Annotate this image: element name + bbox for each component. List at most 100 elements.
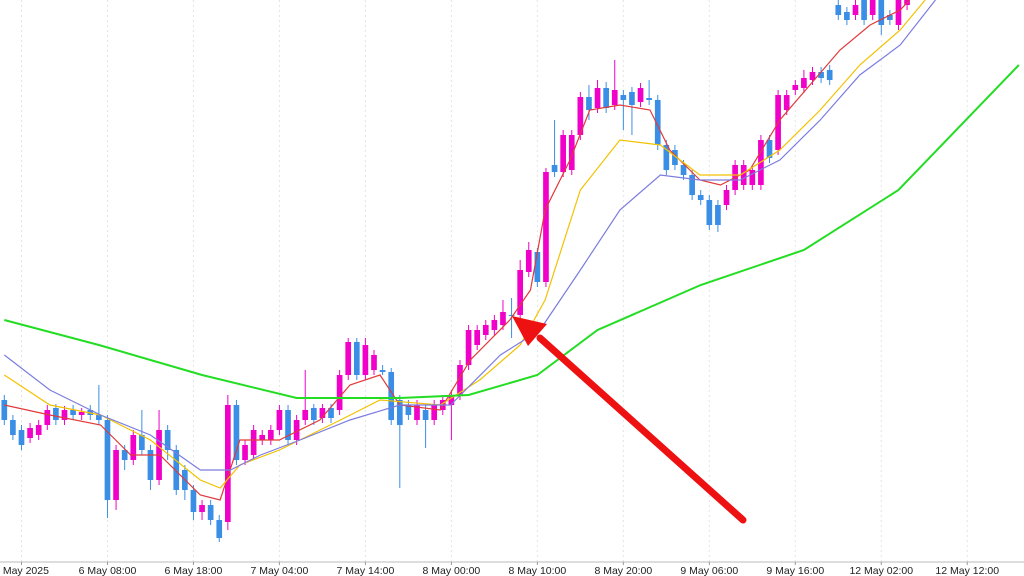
candle-body — [431, 405, 438, 420]
candle-body — [147, 450, 154, 480]
plot-area — [1, 0, 1020, 542]
candle-body — [878, 0, 885, 25]
candle-body — [302, 410, 309, 420]
candle-body — [216, 520, 223, 538]
candle-body — [534, 252, 541, 282]
candle-body — [319, 408, 326, 418]
candle-body — [560, 135, 566, 172]
candle-body — [422, 410, 429, 420]
x-tick-label: 6 May 18:00 — [165, 565, 223, 576]
candle-body — [663, 145, 670, 170]
candle-body — [259, 435, 266, 440]
candle-body — [766, 140, 773, 158]
candle-body — [525, 250, 532, 272]
candle-body — [96, 415, 102, 420]
candle-body — [689, 175, 695, 195]
x-axis: 5 May 2025 6 May 08:00 6 May 18:00 7 May 04… — [0, 562, 999, 576]
candle-body — [723, 190, 730, 205]
candle-body — [207, 505, 214, 520]
candle-body — [448, 395, 455, 405]
candle-body — [293, 420, 300, 440]
candle-body — [697, 195, 704, 200]
candle-body — [586, 97, 592, 110]
arrow-head — [512, 316, 547, 346]
candle-body — [336, 375, 343, 410]
candle-body — [113, 450, 119, 500]
candle-body — [852, 5, 859, 15]
x-tick-label: 8 May 10:00 — [508, 565, 566, 576]
candle-body — [869, 0, 876, 15]
x-tick-label: 5 May 2025 — [0, 565, 49, 576]
candle-body — [173, 450, 180, 490]
candle-body — [895, 0, 902, 25]
candle-body — [53, 408, 59, 420]
candle-body — [577, 97, 584, 135]
candle-body — [646, 98, 652, 100]
candle-body — [371, 355, 377, 370]
candle-body — [620, 95, 627, 100]
candle-body — [517, 270, 524, 315]
candle-body — [242, 445, 248, 460]
candle-body — [225, 405, 231, 522]
candle-body — [18, 430, 25, 445]
candle-body — [629, 92, 635, 105]
candle-body — [10, 420, 16, 435]
moving-average-line — [4, 0, 911, 501]
x-tick-label: 7 May 04:00 — [251, 565, 309, 576]
candle-body — [680, 165, 687, 175]
candle-body — [121, 450, 128, 460]
candle-body — [465, 330, 472, 365]
candle-body — [70, 410, 76, 415]
candle-body — [35, 425, 42, 435]
x-tick-label: 8 May 20:00 — [594, 565, 652, 576]
candle-body — [328, 408, 334, 418]
candle-body — [353, 342, 360, 375]
candle-body — [706, 200, 713, 225]
candle-body — [44, 410, 51, 425]
candle-body — [740, 165, 747, 185]
candle-body — [78, 412, 85, 415]
candle-body — [491, 320, 498, 330]
candle-body — [27, 428, 33, 438]
candle-body — [345, 342, 352, 375]
x-tick-label: 12 May 02:00 — [849, 565, 913, 576]
moving-average-line — [3, 0, 926, 489]
x-tick-label: 9 May 16:00 — [766, 565, 824, 576]
candle-body — [276, 410, 283, 430]
candle-body — [414, 405, 420, 420]
candle-body — [379, 370, 386, 372]
candle-body — [887, 15, 893, 20]
candle-body — [457, 365, 463, 395]
candle-body — [405, 405, 412, 415]
candle-body — [61, 410, 68, 420]
candle-body — [603, 88, 609, 108]
candle-body — [715, 205, 721, 225]
candle-body — [500, 312, 506, 325]
candle-body — [801, 78, 807, 88]
candle-body — [672, 150, 678, 165]
candle-body — [362, 345, 369, 375]
candle-body — [285, 410, 291, 440]
candle-body — [139, 435, 145, 450]
candle-body — [104, 420, 111, 500]
candle-body — [233, 405, 240, 460]
candle-body — [637, 88, 644, 102]
arrow-shaft — [536, 334, 747, 524]
candle-body — [792, 85, 799, 90]
candle-body — [474, 330, 481, 345]
x-tick-label: 6 May 08:00 — [79, 565, 137, 576]
candle-body — [611, 90, 618, 105]
x-tick-label: 9 May 06:00 — [680, 565, 738, 576]
candle-body — [861, 0, 867, 20]
annotation-arrow — [512, 316, 747, 524]
candle-body — [826, 70, 833, 80]
candle-body — [749, 170, 756, 185]
candle-body — [818, 72, 824, 78]
candle-body — [835, 5, 842, 15]
candle-body — [310, 408, 317, 420]
candle-body — [250, 430, 257, 455]
candle-body — [1, 400, 8, 420]
